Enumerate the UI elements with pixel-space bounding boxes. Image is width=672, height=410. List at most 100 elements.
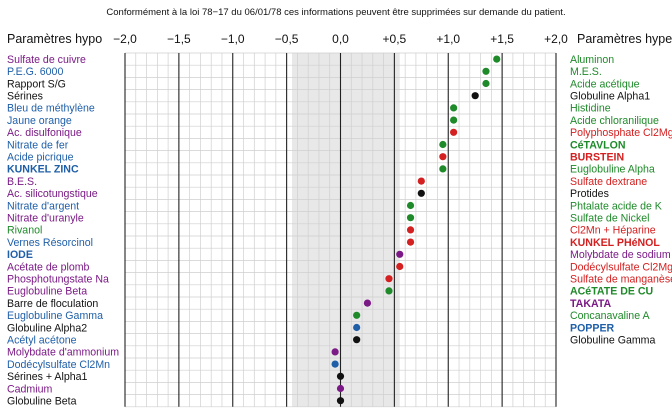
data-point	[450, 116, 458, 124]
data-point	[331, 360, 339, 368]
left-label: Acide picrique	[7, 152, 74, 164]
left-label: Acétate de plomb	[7, 261, 90, 273]
right-label: ACéTATE DE CU	[570, 286, 653, 298]
data-point	[493, 55, 501, 63]
left-label: Sulfate de cuivre	[7, 54, 86, 66]
data-points	[331, 55, 501, 405]
x-tick-label: −1,5	[167, 32, 191, 46]
right-label: M.E.S.	[570, 66, 602, 78]
data-point	[336, 384, 345, 393]
left-label: B.E.S.	[7, 176, 37, 188]
x-tick-labels: −2,0 −1,5 −1,0 −0,5 0,0 +0,5 +1,0 +1,5 +2,0	[113, 32, 568, 46]
left-label: Nitrate d'uranyle	[7, 213, 84, 225]
x-tick-label: +0,5	[383, 32, 407, 46]
data-point	[406, 226, 415, 234]
left-label: Barre de floculation	[7, 298, 98, 310]
data-point	[406, 238, 415, 246]
left-column-title: Paramètres hypo	[7, 32, 102, 46]
left-label: Cadmium	[7, 383, 53, 395]
right-label: Globuline Gamma	[570, 335, 655, 347]
data-point	[336, 397, 345, 405]
data-point	[396, 262, 404, 271]
data-point	[439, 153, 447, 161]
right-label: BURSTEIN	[570, 152, 624, 164]
data-point	[353, 336, 361, 344]
right-column-title: Paramètres hyper	[577, 32, 672, 46]
right-label: Acide acétique	[570, 78, 640, 90]
data-point	[331, 348, 339, 356]
data-point	[482, 79, 490, 88]
right-label: Euglobuline Alpha	[570, 164, 655, 176]
left-label: Molybdate d'ammonium	[7, 347, 119, 359]
data-point	[406, 214, 415, 222]
right-label: Polyphosphate Cl2Mg	[570, 127, 672, 139]
data-point	[417, 189, 425, 197]
right-label: Phtalate acide de K	[570, 200, 662, 212]
normal-zone	[292, 53, 400, 407]
right-label: Sulfate de manganèse	[570, 274, 672, 286]
x-tick-label: +1,5	[490, 32, 514, 46]
data-point	[482, 67, 490, 75]
data-point	[439, 140, 447, 149]
left-label: Rivanol	[7, 225, 42, 237]
left-label: Vernes Résorcinol	[7, 237, 93, 249]
data-point	[363, 299, 372, 307]
right-label: POPPER	[570, 322, 615, 334]
x-tick-label: +1,0	[436, 32, 460, 46]
left-label: Nitrate de fer	[7, 139, 69, 151]
data-point	[450, 104, 458, 112]
data-point	[385, 287, 393, 295]
left-label: Sérines	[7, 91, 43, 103]
data-point	[471, 92, 479, 100]
data-point	[353, 311, 361, 319]
privacy-notice: Conformément à la loi 78−17 du 06/01/78 …	[106, 7, 566, 18]
right-label: CéTAVLON	[570, 139, 626, 151]
left-label: Euglobuline Beta	[7, 286, 87, 298]
x-tick-label: −1,0	[221, 32, 245, 46]
data-point	[406, 201, 415, 210]
left-label: Globuline Beta	[7, 396, 77, 408]
left-label: Phosphotungstate Na	[7, 274, 109, 286]
data-point	[396, 250, 404, 258]
right-label: Sulfate de Nickel	[570, 213, 650, 225]
left-label: KUNKEL ZINC	[7, 164, 79, 176]
data-point	[450, 128, 458, 136]
right-label: Sulfate dextrane	[570, 176, 647, 188]
left-label: Jaune orange	[7, 115, 72, 127]
data-point	[336, 372, 345, 380]
right-label: TAKATA	[570, 298, 612, 310]
data-point	[417, 177, 425, 185]
left-label: Nitrate d'argent	[7, 200, 79, 212]
x-tick-label: 0,0	[332, 32, 349, 46]
normal-zone-band	[292, 53, 400, 407]
grid-lines	[124, 52, 557, 408]
data-point	[439, 165, 447, 173]
left-label: Globuline Alpha2	[7, 322, 87, 334]
x-tick-label: −2,0	[113, 32, 137, 46]
right-label: Protides	[570, 188, 609, 200]
right-label: Cl2Mn + Héparine	[570, 225, 656, 237]
left-label: Sérines + Alpha1	[7, 371, 88, 383]
left-label: Ac. silicotungstique	[7, 188, 98, 200]
left-label: P.E.G. 6000	[7, 66, 63, 78]
left-label: Dodécylsulfate Cl2Mn	[7, 359, 110, 371]
right-label: Concanavaline A	[570, 310, 650, 322]
x-tick-label: +2,0	[544, 32, 568, 46]
data-point	[385, 275, 393, 283]
right-label: Histidine	[570, 103, 611, 115]
left-label: Ac. disulfonique	[7, 127, 82, 139]
left-label: Rapport S/G	[7, 78, 66, 90]
right-label: Acide chloranilique	[570, 115, 659, 127]
left-label: Acétyl acétone	[7, 335, 77, 347]
x-tick-label: −0,5	[275, 32, 299, 46]
data-point	[353, 323, 361, 332]
right-label: Molybdate de sodium	[570, 249, 671, 261]
left-label: Bleu de méthylène	[7, 103, 95, 115]
right-label: Globuline Alpha1	[570, 91, 650, 103]
right-label: Dodécylsulfate Cl2Mg	[570, 261, 672, 273]
right-label: Aluminon	[570, 54, 614, 66]
right-label: KUNKEL PHéNOL	[570, 237, 660, 249]
